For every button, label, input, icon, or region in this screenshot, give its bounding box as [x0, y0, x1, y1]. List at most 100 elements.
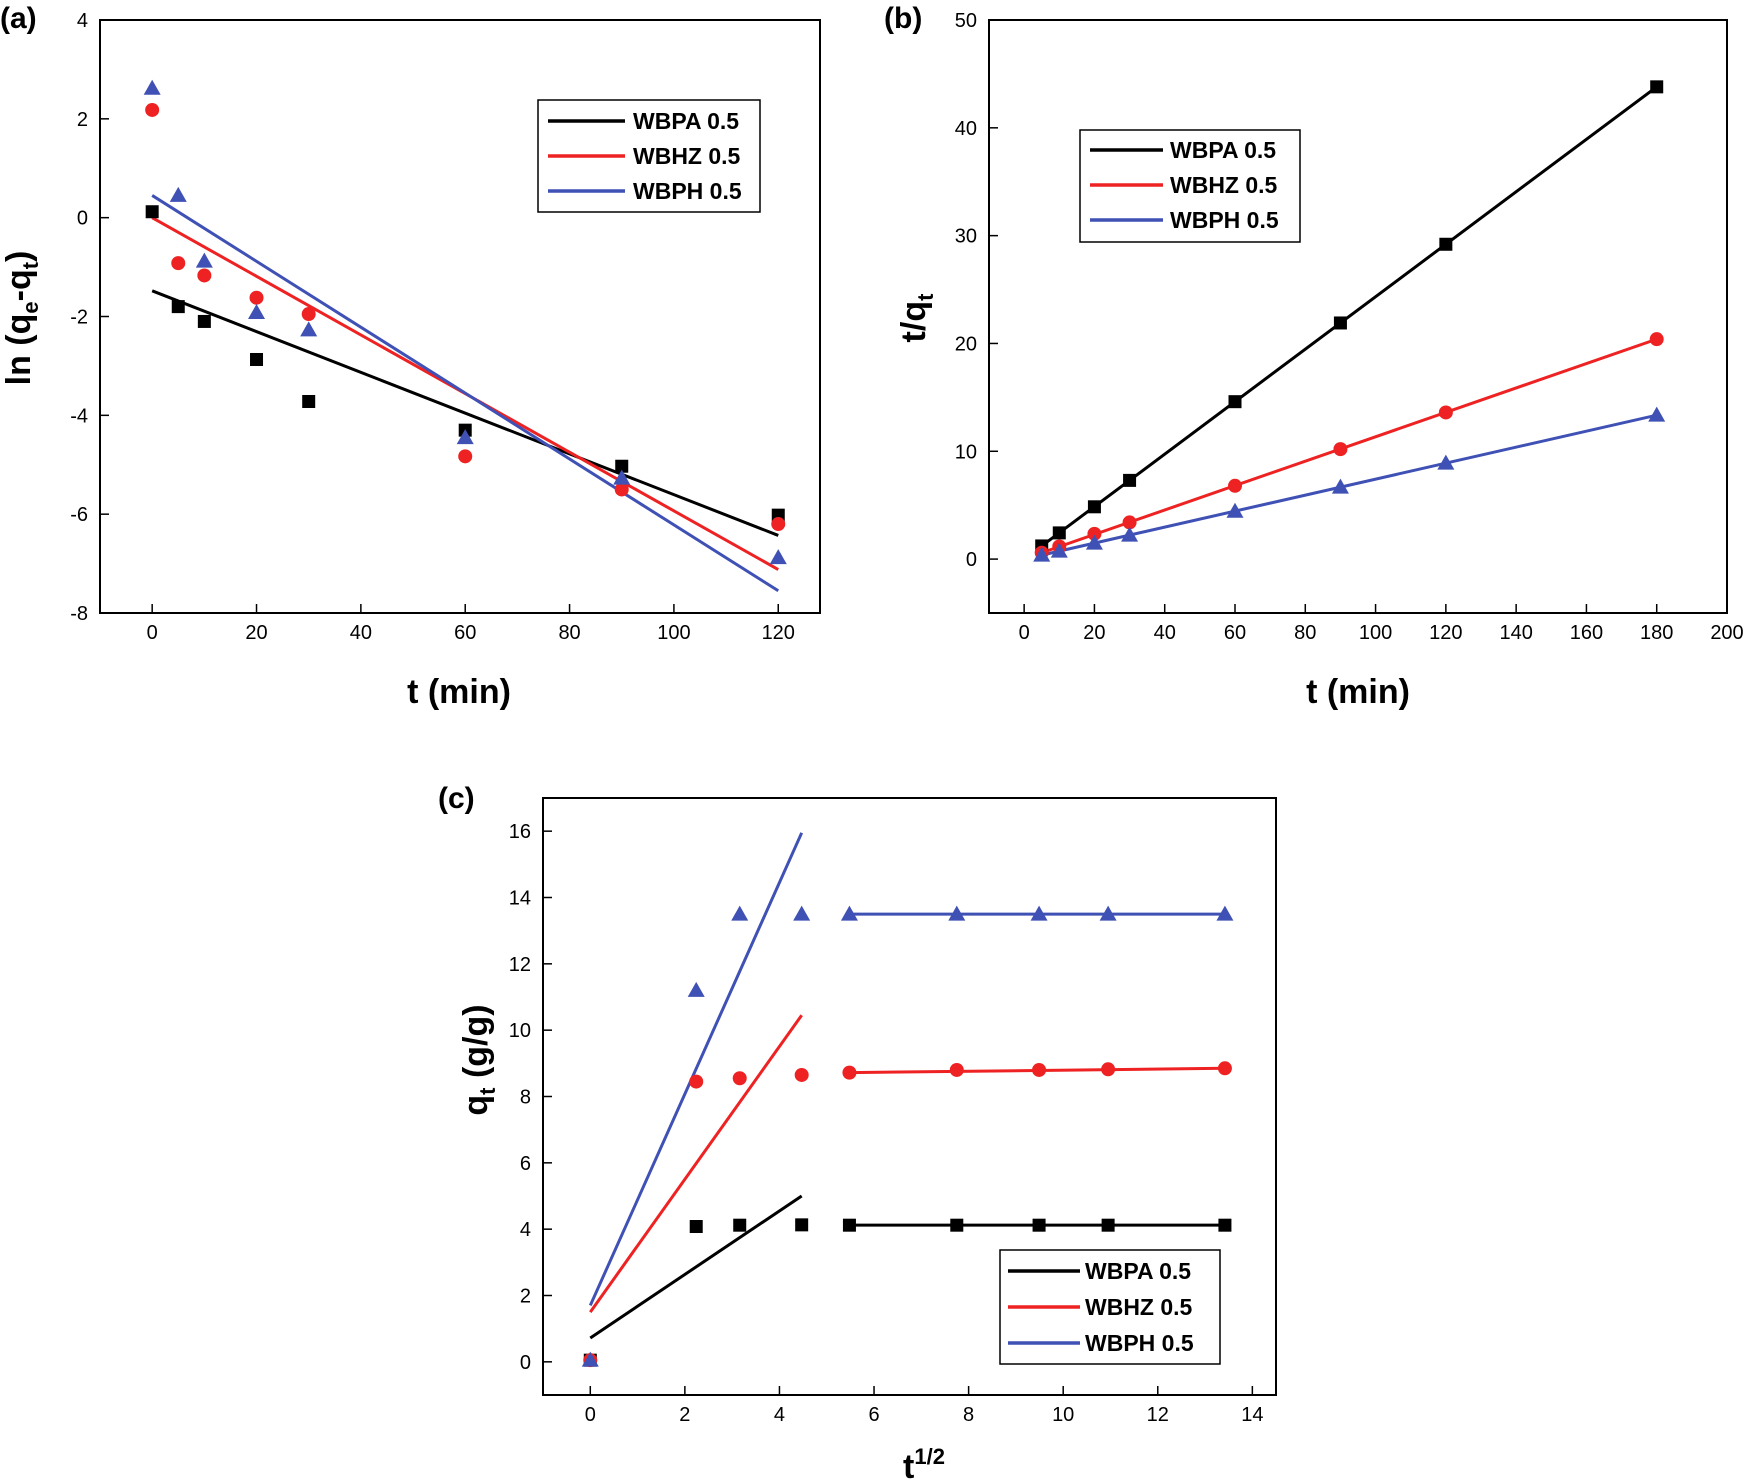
data-point-wbph [1216, 905, 1234, 921]
y-tick-label: -8 [70, 603, 88, 625]
data-point-wbph [1033, 546, 1051, 562]
data-point-wbhz [458, 449, 473, 464]
data-point-wbph [169, 186, 187, 202]
y-tick-label: 4 [77, 10, 88, 32]
y-tick-label: 16 [509, 821, 531, 843]
data-point-wbpa [1032, 1218, 1046, 1232]
data-point-wbpa [302, 394, 316, 408]
panel-b-y-axis-title: t/qt [895, 293, 938, 343]
x-tick-label: 14 [1241, 1404, 1263, 1426]
x-tick-label: 40 [1154, 622, 1176, 644]
legend-b-label-wbhz: WBHZ 0.5 [1170, 172, 1278, 198]
y-tick-label: 4 [520, 1219, 531, 1241]
y-tick-label: -4 [70, 405, 88, 427]
data-point-wbpa [145, 205, 159, 219]
legend-c-label-wbhz: WBHZ 0.5 [1085, 1294, 1193, 1320]
panel-c-y-ticks: 0 2 4 6 8 10 12 14 16 [509, 821, 552, 1374]
data-point-wbph [248, 304, 266, 320]
data-point-wbph [1121, 526, 1139, 542]
data-point-wbpa [171, 300, 185, 314]
fit-line-wbph [1041, 413, 1658, 557]
legend-c-label-wbph: WBPH 0.5 [1085, 1330, 1194, 1356]
data-point-wbph [793, 905, 811, 921]
x-tick-label: 20 [245, 622, 267, 644]
data-point-wbhz [301, 307, 316, 322]
panel-c-legend: WBPA 0.5 WBHZ 0.5 WBPH 0.5 [999, 1249, 1221, 1365]
panel-c-markers [581, 905, 1234, 1368]
fit-line-wbhz [589, 1014, 803, 1313]
data-point-wbpa [950, 1218, 964, 1232]
x-tick-label: 80 [558, 622, 580, 644]
data-point-wbpa [1123, 473, 1137, 487]
y-tick-label: 6 [520, 1153, 531, 1175]
x-tick-label: 0 [1019, 622, 1030, 644]
data-point-wbhz [1649, 332, 1664, 347]
data-point-wbpa [1087, 500, 1101, 514]
y-tick-label: 10 [955, 441, 977, 463]
y-tick-label: -2 [70, 307, 88, 329]
panel-a-x-axis-title: t (min) [407, 673, 511, 711]
data-point-wbph [1648, 406, 1666, 422]
legend-b-label-wbph: WBPH 0.5 [1170, 207, 1279, 233]
x-tick-label: 160 [1570, 622, 1603, 644]
fit-line-wbph [151, 194, 780, 593]
x-tick-label: 0 [147, 622, 158, 644]
panel-b-plot-frame [988, 19, 1728, 614]
x-tick-label: 12 [1147, 1404, 1169, 1426]
legend-a-label-wbpa: WBPA 0.5 [633, 108, 739, 134]
data-point-wbhz [197, 268, 212, 283]
x-tick-label: 60 [1224, 622, 1246, 644]
x-tick-label: 4 [774, 1404, 785, 1426]
x-tick-label: 120 [762, 622, 795, 644]
x-tick-label: 10 [1052, 1404, 1074, 1426]
x-tick-label: 80 [1294, 622, 1316, 644]
x-tick-label: 8 [963, 1404, 974, 1426]
data-point-wbhz [614, 482, 629, 497]
panel-b: (b) 0 20 40 60 80 100 120 140 160 180 200 0 10 20 30 4… [884, 2, 1744, 711]
panel-c-label: (c) [438, 782, 475, 815]
panel-a-legend: WBPA 0.5 WBHZ 0.5 WBPH 0.5 [537, 99, 761, 213]
x-tick-label: 2 [679, 1404, 690, 1426]
data-point-wbph [948, 905, 966, 921]
data-point-wbph [1050, 542, 1068, 558]
legend-b-label-wbpa: WBPA 0.5 [1170, 137, 1276, 163]
data-point-wbhz [1228, 478, 1242, 493]
data-point-wbhz [689, 1074, 704, 1089]
y-tick-label: 30 [955, 226, 977, 248]
data-point-wbph [195, 252, 213, 268]
y-tick-label: 40 [955, 118, 977, 140]
panel-b-markers [1033, 80, 1666, 562]
x-tick-label: 120 [1429, 622, 1462, 644]
data-point-wbhz [842, 1065, 857, 1080]
x-tick-label: 20 [1083, 622, 1105, 644]
data-point-wbpa [842, 1218, 856, 1232]
data-point-wbhz [1122, 515, 1137, 530]
panel-a-markers [143, 79, 787, 565]
y-tick-label: 8 [520, 1087, 531, 1109]
y-tick-label: 2 [520, 1286, 531, 1308]
data-point-wbph [581, 1351, 599, 1367]
x-tick-label: 180 [1640, 622, 1673, 644]
fit-line-wbpa [151, 289, 779, 537]
y-tick-label: 0 [77, 208, 88, 230]
y-tick-label: 10 [509, 1020, 531, 1042]
x-tick-label: 140 [1499, 622, 1532, 644]
fit-line-wbhz [1041, 337, 1658, 555]
y-tick-label: 12 [509, 954, 531, 976]
data-point-wbhz [249, 290, 264, 305]
data-point-wbph [1085, 534, 1103, 550]
data-point-wbhz [794, 1067, 809, 1082]
x-tick-label: 0 [585, 1404, 596, 1426]
data-point-wbhz [1217, 1061, 1232, 1076]
panel-c-x-ticks: 0 2 4 6 8 10 12 14 [585, 1386, 1263, 1426]
panel-b-legend: WBPA 0.5 WBHZ 0.5 WBPH 0.5 [1079, 129, 1301, 243]
panel-b-y-ticks: 0 10 20 30 40 50 [955, 10, 998, 571]
data-point-wbph [1099, 905, 1117, 921]
data-point-wbpa [615, 459, 629, 473]
data-point-wbpa [197, 314, 211, 328]
y-tick-label: 14 [509, 888, 531, 910]
panel-b-label: (b) [884, 2, 922, 35]
data-point-wbph [687, 981, 705, 997]
data-point-wbph [1437, 454, 1455, 470]
